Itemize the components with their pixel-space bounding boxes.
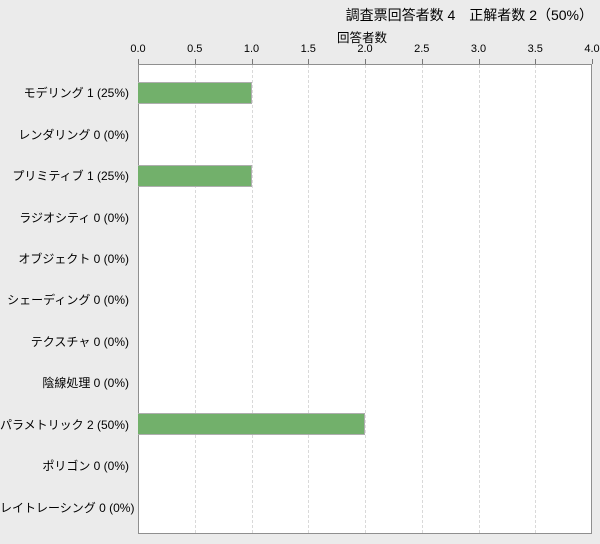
x-tick-mark [251, 59, 253, 64]
x-tick-mark [535, 59, 537, 64]
bar-row: モデリング 1 (25%) [0, 72, 592, 113]
bar-track [138, 404, 592, 445]
bar-row: パラメトリック 2 (50%) [0, 404, 592, 445]
x-tick-label: 3.5 [527, 43, 543, 55]
x-tick-mark [592, 59, 593, 64]
bar-row: ラジオシティ 0 (0%) [0, 196, 592, 237]
bar-track [138, 238, 592, 279]
plot-area [138, 64, 592, 534]
bar-track [138, 72, 592, 113]
category-label: プリミティブ 1 (25%) [12, 169, 129, 184]
bar-track [138, 196, 592, 237]
bar-rows: モデリング 1 (25%) レンダリング 0 (0%) プリミティブ 1 (25%)… [0, 64, 592, 534]
bar-track [138, 362, 592, 403]
x-tick-label: 4.0 [584, 43, 600, 55]
category-label: オブジェクト 0 (0%) [18, 252, 129, 267]
x-tick-label: 2.5 [414, 43, 430, 55]
category-label: ポリゴン 0 (0%) [42, 459, 129, 474]
chart-title: 調査票回答者数 4 正解者数 2（50%） [345, 7, 593, 23]
bar [138, 81, 252, 104]
category-label: モデリング 1 (25%) [23, 86, 129, 101]
x-tick-label: 1.0 [243, 43, 260, 55]
category-label: レイトレーシング 0 (0%) [0, 500, 135, 515]
x-tick-label: 0.0 [130, 43, 146, 55]
bar-track [138, 321, 592, 362]
bar-row: シェーディング 0 (0%) [0, 279, 592, 320]
gridline [365, 65, 366, 533]
x-tick-label: 3.0 [470, 43, 487, 55]
gridline [251, 65, 253, 533]
gridline [421, 65, 423, 533]
x-tick-label: 1.5 [300, 43, 316, 55]
x-tick-mark [138, 59, 139, 64]
x-tick-mark [194, 59, 196, 64]
x-axis-title: 回答者数 [337, 31, 388, 45]
gridline [194, 65, 196, 533]
category-label: パラメトリック 2 (50%) [0, 417, 129, 432]
gridline [308, 65, 310, 533]
bar-track [138, 279, 592, 320]
x-tick-label: 2.0 [357, 43, 373, 55]
bar-track [138, 445, 592, 486]
bar-row: レイトレーシング 0 (0%) [0, 487, 592, 528]
x-tick-mark [421, 59, 423, 64]
bar-track [138, 155, 592, 196]
gridline [478, 65, 480, 533]
category-label: 陰線処理 0 (0%) [42, 376, 129, 391]
bar [138, 413, 365, 436]
bar-row: プリミティブ 1 (25%) [0, 155, 592, 196]
bar [138, 164, 252, 187]
bar-track [138, 113, 592, 154]
x-tick-mark [308, 59, 310, 64]
bar-row: オブジェクト 0 (0%) [0, 238, 592, 279]
x-tick-mark [478, 59, 480, 64]
bar-track [138, 487, 592, 528]
bar-row: レンダリング 0 (0%) [0, 113, 592, 154]
bar-row: テクスチャ 0 (0%) [0, 321, 592, 362]
gridline [535, 65, 537, 533]
x-tick-label: 0.5 [187, 43, 203, 55]
category-label: レンダリング 0 (0%) [18, 127, 129, 142]
bar-row: ポリゴン 0 (0%) [0, 445, 592, 486]
category-label: ラジオシティ 0 (0%) [19, 210, 129, 225]
bar-row: 陰線処理 0 (0%) [0, 362, 592, 403]
x-tick-mark [365, 59, 366, 64]
category-label: テクスチャ 0 (0%) [30, 334, 129, 349]
category-label: シェーディング 0 (0%) [7, 293, 129, 308]
